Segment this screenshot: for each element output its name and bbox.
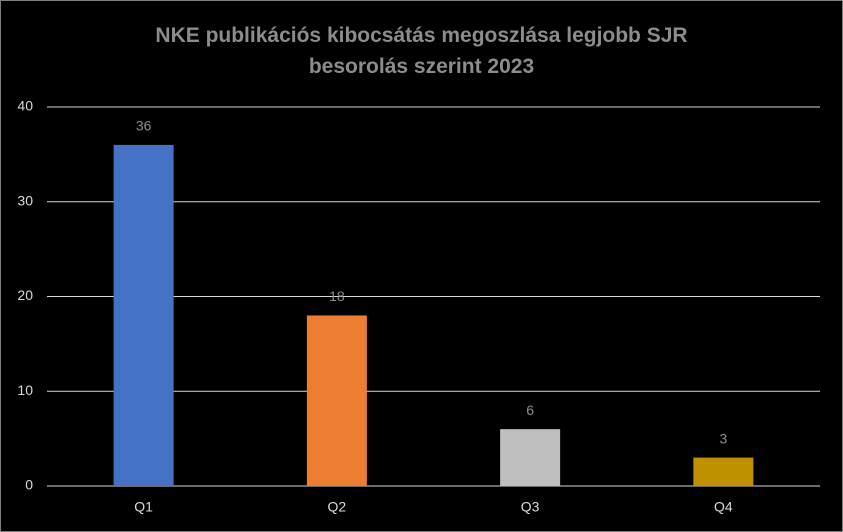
x-tick-label: Q3 [521,499,540,515]
x-tick-label: Q1 [134,499,153,515]
y-tick-label: 20 [17,287,33,303]
data-label: 3 [719,430,727,446]
bar [693,457,754,486]
x-tick-label: Q4 [714,499,733,515]
bar [306,315,367,486]
y-tick-label: 40 [17,98,33,114]
bar [500,429,561,486]
data-label: 36 [136,118,152,134]
bar [113,144,174,486]
y-tick-label: 30 [17,192,33,208]
y-tick-label: 10 [17,382,33,398]
chart-title: NKE publikációs kibocsátás megoszlása le… [155,24,688,78]
y-tick-label: 0 [25,477,33,493]
data-label: 18 [329,288,345,304]
x-tick-label: Q2 [328,499,347,515]
data-label: 6 [526,402,534,418]
